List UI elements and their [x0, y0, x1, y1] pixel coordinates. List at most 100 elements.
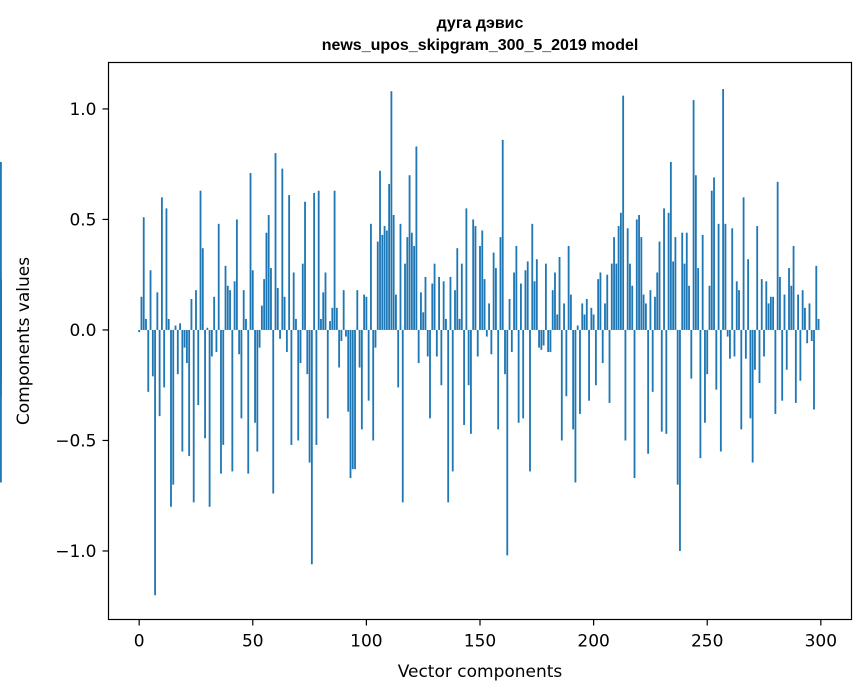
bar-component-52: [256, 329, 259, 452]
bar-component-64: [283, 296, 286, 330]
bar-component-197: [585, 299, 588, 330]
bar-component-95: [354, 329, 356, 470]
bar-component-282: [779, 276, 781, 330]
bar-component-141: [458, 318, 461, 330]
bar-component-265: [740, 329, 743, 430]
bar-component-14: [170, 329, 172, 507]
bar-component-225: [649, 290, 652, 330]
bar-component-12: [165, 208, 168, 330]
bar-component-128: [429, 329, 431, 419]
bar-component-287: [790, 285, 793, 330]
bar-component-127: [426, 329, 429, 357]
bar-component-48: [247, 329, 250, 474]
bar-component-62: [279, 329, 281, 339]
bar-component-73: [304, 201, 306, 330]
bar-component-233: [667, 212, 670, 330]
bar-component-101: [367, 329, 370, 401]
bar-component-112: [392, 215, 395, 330]
bar-component-264: [738, 290, 740, 330]
bar-component-107: [381, 234, 384, 330]
bar-component-100: [365, 296, 368, 330]
bar-component-276: [765, 281, 768, 330]
bar-component-53: [258, 329, 261, 348]
bar-component-145: [467, 329, 470, 386]
bar-component-188: [565, 329, 568, 397]
bar-component-222: [642, 294, 645, 330]
bar-component-290: [797, 294, 800, 330]
bar-component-161: [504, 329, 506, 375]
bar-component-229: [658, 241, 661, 330]
bar-component-123: [417, 329, 420, 364]
bar-component-49: [249, 173, 252, 330]
bar-component-142: [460, 263, 463, 330]
bar-component-182: [551, 290, 554, 330]
bar-component-277: [767, 303, 770, 330]
bar-component-181: [549, 329, 552, 353]
bar-component-89: [340, 329, 343, 341]
bar-component-296: [810, 329, 813, 341]
bar-component-10: [160, 197, 163, 330]
bar-component-47: [245, 318, 247, 330]
bar-component-83: [326, 329, 329, 419]
bar-component-239: [681, 232, 684, 330]
bar-component-231: [663, 208, 665, 330]
bar-component-167: [517, 329, 520, 423]
bar-component-267: [744, 329, 747, 359]
bar-component-152: [483, 279, 486, 330]
bar-component-234: [669, 161, 672, 330]
bar-component-40: [229, 290, 231, 330]
bar-component-124: [420, 292, 422, 330]
bar-component-60: [274, 153, 277, 330]
bar-component-238: [679, 329, 681, 551]
plot-area-frame: [107, 61, 853, 621]
bar-component-237: [676, 329, 679, 485]
bar-component-293: [804, 307, 806, 330]
bar-component-266: [742, 197, 745, 330]
bar-component-86: [333, 190, 336, 330]
bar-component-195: [581, 303, 584, 330]
bar-component-190: [569, 294, 572, 330]
bar-component-66: [288, 195, 291, 330]
bar-component-199: [590, 307, 593, 330]
bar-component-94: [351, 329, 354, 470]
bar-component-147: [472, 219, 475, 330]
bar-component-268: [747, 259, 750, 330]
bar-component-191: [572, 329, 575, 430]
bar-component-255: [717, 223, 720, 330]
y-axis-label: Components values: [14, 257, 34, 425]
bar-component-281: [776, 181, 779, 330]
bar-component-34: [215, 329, 218, 353]
bar-component-201: [594, 329, 597, 386]
bar-component-144: [465, 208, 468, 330]
bar-component-284: [783, 294, 786, 330]
bar-component-208: [610, 263, 613, 330]
bar-component-26: [197, 329, 200, 406]
bar-component-288: [792, 245, 795, 330]
bar-component-131: [435, 329, 438, 357]
bar-component-137: [449, 276, 452, 330]
bar-component-253: [713, 177, 715, 330]
bar-component-248: [701, 234, 704, 330]
bar-component-70: [297, 329, 300, 441]
bar-component-232: [665, 329, 668, 434]
bar-component-29: [204, 329, 206, 439]
bar-component-104: [374, 329, 377, 348]
bar-component-undefined: [0, 329, 2, 483]
bars-layer: [0, 89, 820, 596]
bar-component-224: [647, 329, 650, 454]
bar-component-297: [813, 329, 815, 410]
bar-component-241: [685, 232, 688, 330]
bar-component-17: [176, 329, 179, 375]
bar-component-45: [240, 329, 243, 419]
x-tick-label: 100: [350, 632, 382, 652]
bar-component-164: [510, 329, 513, 353]
bar-component-42: [233, 281, 236, 330]
bar-component-178: [542, 329, 545, 346]
bar-component-171: [526, 261, 529, 330]
bar-component-41: [231, 329, 234, 472]
bar-component-187: [563, 303, 565, 330]
bar-component-263: [735, 281, 738, 330]
bar-component-109: [385, 230, 388, 330]
bar-component-150: [479, 245, 481, 330]
bar-component-58: [270, 268, 272, 330]
